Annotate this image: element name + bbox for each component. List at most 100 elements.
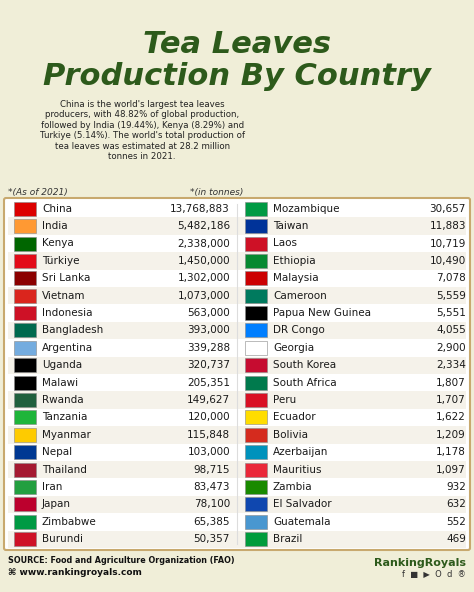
Bar <box>14 219 36 233</box>
Bar <box>14 254 36 268</box>
Bar <box>14 497 36 511</box>
Text: 10,719: 10,719 <box>429 239 466 249</box>
Text: Guatemala: Guatemala <box>273 517 330 527</box>
Bar <box>245 480 267 494</box>
Text: Tanzania: Tanzania <box>42 413 87 423</box>
Text: *(As of 2021): *(As of 2021) <box>8 188 68 197</box>
Text: 5,551: 5,551 <box>436 308 466 318</box>
Text: 1,707: 1,707 <box>436 395 466 405</box>
Text: Mozambique: Mozambique <box>273 204 339 214</box>
Text: Sri Lanka: Sri Lanka <box>42 274 91 284</box>
Text: Ethiopia: Ethiopia <box>273 256 316 266</box>
Bar <box>14 271 36 285</box>
Text: Cameroon: Cameroon <box>273 291 327 301</box>
Text: Zambia: Zambia <box>273 482 313 492</box>
Bar <box>245 428 267 442</box>
Text: 632: 632 <box>446 500 466 510</box>
Bar <box>8 426 466 443</box>
Bar <box>245 376 267 390</box>
Text: South Korea: South Korea <box>273 361 336 371</box>
Text: ⌘ www.rankingroyals.com: ⌘ www.rankingroyals.com <box>8 568 142 577</box>
Bar <box>245 271 267 285</box>
Text: Bolivia: Bolivia <box>273 430 308 440</box>
Text: China is the world's largest tea leaves
producers, with 48.82% of global product: China is the world's largest tea leaves … <box>40 100 245 161</box>
Text: China: China <box>42 204 72 214</box>
Text: Papua New Guinea: Papua New Guinea <box>273 308 371 318</box>
Bar <box>14 393 36 407</box>
Bar <box>14 306 36 320</box>
Bar <box>14 289 36 303</box>
Bar <box>245 306 267 320</box>
Bar <box>14 376 36 390</box>
Bar <box>245 532 267 546</box>
Text: Mauritius: Mauritius <box>273 465 321 475</box>
Bar <box>14 463 36 477</box>
Bar <box>8 287 466 304</box>
Text: 30,657: 30,657 <box>429 204 466 214</box>
Text: Malawi: Malawi <box>42 378 78 388</box>
Bar <box>14 341 36 355</box>
Text: 205,351: 205,351 <box>187 378 230 388</box>
Text: Türkiye: Türkiye <box>42 256 80 266</box>
Bar <box>245 254 267 268</box>
Bar <box>245 410 267 424</box>
Text: Burundi: Burundi <box>42 535 83 544</box>
Text: RankingRoyals: RankingRoyals <box>374 558 466 568</box>
Bar <box>245 445 267 459</box>
Text: 65,385: 65,385 <box>193 517 230 527</box>
Bar <box>8 391 466 409</box>
Text: 1,807: 1,807 <box>436 378 466 388</box>
Bar <box>14 323 36 337</box>
Text: 1,097: 1,097 <box>436 465 466 475</box>
Bar <box>245 289 267 303</box>
Bar <box>14 236 36 250</box>
Text: 469: 469 <box>446 535 466 544</box>
Bar <box>8 356 466 374</box>
Text: DR Congo: DR Congo <box>273 326 325 336</box>
Bar <box>245 515 267 529</box>
Text: India: India <box>42 221 68 231</box>
Text: 1,450,000: 1,450,000 <box>177 256 230 266</box>
Text: Rwanda: Rwanda <box>42 395 83 405</box>
Text: Georgia: Georgia <box>273 343 314 353</box>
Bar <box>8 461 466 478</box>
Text: SOURCE: Food and Agriculture Organization (FAO): SOURCE: Food and Agriculture Organizatio… <box>8 556 235 565</box>
Text: 115,848: 115,848 <box>187 430 230 440</box>
Bar <box>245 202 267 215</box>
Text: 83,473: 83,473 <box>193 482 230 492</box>
Text: Indonesia: Indonesia <box>42 308 92 318</box>
Text: Bangladesh: Bangladesh <box>42 326 103 336</box>
Text: Japan: Japan <box>42 500 71 510</box>
Text: 563,000: 563,000 <box>187 308 230 318</box>
Text: Iran: Iran <box>42 482 63 492</box>
Bar <box>8 496 466 513</box>
Text: 13,768,883: 13,768,883 <box>170 204 230 214</box>
Text: Argentina: Argentina <box>42 343 93 353</box>
Bar <box>245 497 267 511</box>
Text: Ecuador: Ecuador <box>273 413 316 423</box>
Bar <box>14 445 36 459</box>
Text: 5,482,186: 5,482,186 <box>177 221 230 231</box>
Text: 1,073,000: 1,073,000 <box>177 291 230 301</box>
Text: Malaysia: Malaysia <box>273 274 319 284</box>
Text: Production By Country: Production By Country <box>43 62 431 91</box>
Text: Kenya: Kenya <box>42 239 74 249</box>
Bar <box>14 480 36 494</box>
Bar <box>14 358 36 372</box>
Bar <box>14 532 36 546</box>
Text: 7,078: 7,078 <box>436 274 466 284</box>
Bar <box>245 219 267 233</box>
Text: 2,900: 2,900 <box>437 343 466 353</box>
Text: Taiwan: Taiwan <box>273 221 309 231</box>
Bar <box>8 252 466 269</box>
Bar <box>245 463 267 477</box>
Text: Brazil: Brazil <box>273 535 302 544</box>
Text: Zimbabwe: Zimbabwe <box>42 517 97 527</box>
Text: Peru: Peru <box>273 395 296 405</box>
Text: Uganda: Uganda <box>42 361 82 371</box>
Text: 11,883: 11,883 <box>429 221 466 231</box>
Bar <box>14 202 36 215</box>
Bar <box>14 410 36 424</box>
Text: 1,209: 1,209 <box>436 430 466 440</box>
FancyBboxPatch shape <box>4 198 470 550</box>
